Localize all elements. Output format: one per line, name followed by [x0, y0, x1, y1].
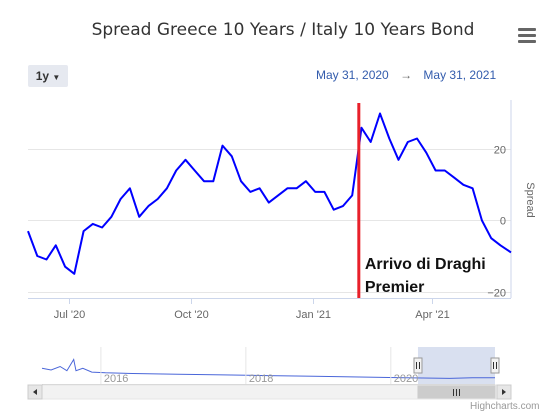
range-button-label: 1y — [35, 69, 50, 83]
series-line — [27, 112, 512, 275]
arrow-icon: → — [400, 68, 413, 82]
chart-title: Spread Greece 10 Years / Italy 10 Years … — [91, 20, 475, 40]
scrollbar-grip-icon — [452, 389, 460, 396]
navigator-series-line — [41, 358, 495, 379]
axis-layer: Spread — [28, 100, 536, 299]
y-tick-label: 20 — [494, 145, 506, 157]
navigator-handle[interactable] — [490, 357, 500, 374]
scroll-right-arrow-icon — [502, 389, 506, 395]
navigator-year-label: 2020 — [394, 373, 418, 385]
dropdown-triangle-icon: ▼ — [52, 73, 61, 82]
scroll-left-arrow-icon — [33, 389, 37, 395]
annotation-text: Arrivo di Draghi — [365, 256, 486, 273]
x-tick-label: Jan '21 — [296, 309, 331, 321]
navigator-handles[interactable] — [413, 357, 500, 374]
date-from[interactable]: May 31, 2020 — [316, 68, 389, 82]
annotation-text: Premier — [365, 279, 425, 296]
y-tick-label: 0 — [500, 216, 506, 228]
x-tick-label: Apr '21 — [415, 309, 450, 321]
navigator-labels: 2016 2018 2020 — [100, 347, 418, 385]
x-tick-label: Jul '20 — [54, 309, 85, 321]
navigator[interactable]: 2016 2018 2020 — [41, 347, 500, 385]
grid-layer: −20 0 20 Jul '20 Oct '20 Jan '21 Apr '21 — [28, 145, 511, 321]
navigator-handle-box — [413, 357, 423, 374]
navigator-year-label: 2018 — [249, 373, 273, 385]
y-tick-label: −20 — [487, 288, 506, 300]
date-to[interactable]: May 31, 2021 — [423, 68, 497, 82]
navigator-handle-box — [490, 357, 500, 374]
series-layer — [27, 112, 512, 275]
navigator-handle[interactable] — [413, 357, 423, 374]
navigator-year-label: 2016 — [104, 373, 128, 385]
y-axis-title: Spread — [524, 182, 536, 217]
scrollbar[interactable] — [27, 384, 512, 400]
date-range-display: May 31, 2020 → May 31, 2021 — [316, 68, 496, 82]
x-tick-label: Oct '20 — [174, 309, 209, 321]
annotation-layer: Arrivo di Draghi Premier — [357, 103, 486, 298]
credits-link[interactable]: Highcharts.com — [470, 401, 540, 412]
range-selector-button[interactable]: 1y ▼ — [28, 65, 68, 87]
hamburger-menu-icon[interactable] — [518, 28, 536, 44]
